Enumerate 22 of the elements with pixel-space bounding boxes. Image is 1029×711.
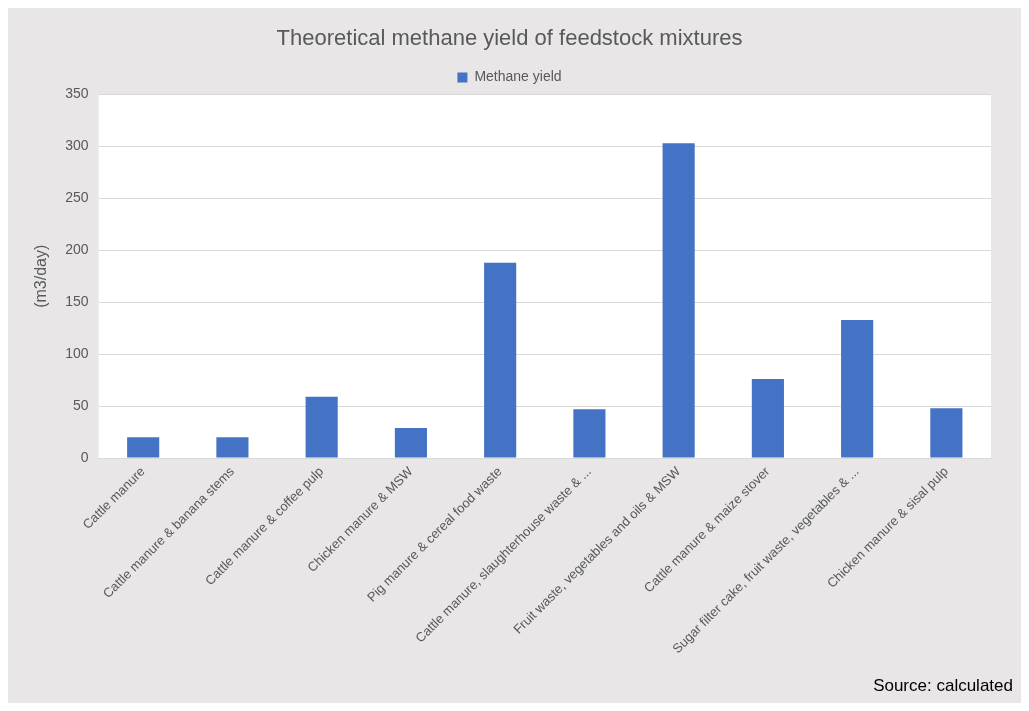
y-tick-label: 50 xyxy=(72,396,89,413)
bar xyxy=(841,319,874,458)
y-tick-label: 200 xyxy=(65,241,89,258)
y-tick-label: 300 xyxy=(65,137,89,154)
y-tick-label: 150 xyxy=(65,293,89,310)
bar xyxy=(930,408,963,458)
bar xyxy=(484,262,517,458)
bar xyxy=(305,396,338,458)
bar xyxy=(751,379,784,458)
y-tick-label: 0 xyxy=(80,448,89,465)
bar xyxy=(127,437,160,458)
y-tick-label: 100 xyxy=(65,345,89,362)
y-tick-label: 250 xyxy=(65,189,89,206)
chart-title: Theoretical methane yield of feedstock mixtures xyxy=(276,25,743,51)
bar xyxy=(216,437,249,458)
bar xyxy=(573,409,606,458)
y-tick-label: 350 xyxy=(65,85,89,102)
source-note: Source: calculated xyxy=(873,676,1013,696)
legend-label: Methane yield xyxy=(474,68,562,85)
y-axis-title: (m3/day) xyxy=(32,244,50,308)
bar xyxy=(662,143,695,458)
bar xyxy=(394,427,427,458)
